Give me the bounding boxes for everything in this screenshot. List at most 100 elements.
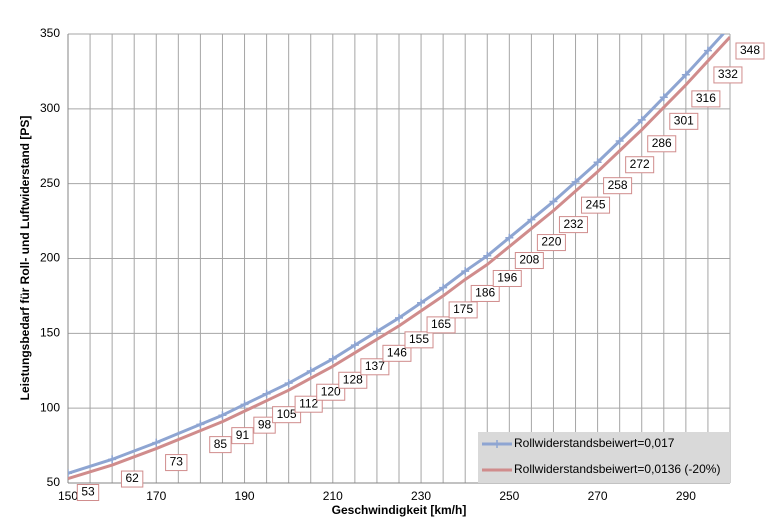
data-label-box	[338, 371, 368, 389]
x-tick-label: 150	[58, 489, 78, 503]
y-tick-label: 250	[40, 176, 60, 190]
data-label: 98	[253, 416, 276, 434]
data-label-box	[603, 177, 633, 195]
marker	[68, 469, 72, 478]
data-label-text: 73	[170, 455, 184, 469]
data-label-box	[426, 316, 456, 334]
data-label-text: 245	[586, 197, 606, 211]
data-label: 208	[514, 252, 544, 270]
data-label-box	[316, 383, 346, 401]
data-label-box	[76, 484, 100, 502]
data-label-box	[669, 112, 699, 130]
data-label-box	[558, 216, 588, 234]
data-label: 128	[338, 371, 368, 389]
data-label: 137	[360, 358, 390, 376]
x-tick-label: 170	[146, 489, 166, 503]
data-label-text: 85	[214, 437, 228, 451]
data-label: 301	[669, 112, 699, 130]
data-label: 316	[691, 90, 721, 108]
marker	[350, 341, 359, 350]
marker	[703, 46, 712, 55]
marker	[372, 327, 381, 336]
data-label-box	[448, 301, 478, 319]
y-tick-label: 150	[40, 326, 60, 340]
legend-label: Rollwiderstandsbeiwert=0,017	[514, 436, 675, 450]
y-tick-label: 350	[40, 26, 60, 40]
data-label-text: 91	[236, 428, 250, 442]
data-label-box	[382, 344, 412, 362]
data-label-text: 208	[519, 253, 539, 267]
marker	[505, 233, 514, 242]
data-label-text: 175	[453, 302, 473, 316]
data-label-text: 332	[718, 67, 738, 81]
data-label-text: 137	[365, 359, 385, 373]
data-label-text: 316	[696, 91, 716, 105]
data-label: 112	[294, 395, 323, 413]
data-label: 120	[316, 383, 346, 401]
x-tick-label: 250	[499, 489, 519, 503]
data-label-box	[294, 395, 323, 413]
marker	[571, 177, 580, 186]
x-tick-label: 230	[411, 489, 431, 503]
data-label: 73	[165, 454, 188, 472]
data-label-box	[691, 90, 721, 108]
marker	[152, 438, 161, 447]
marker	[395, 313, 403, 322]
marker	[527, 215, 536, 224]
data-label-text: 220	[541, 235, 561, 249]
data-label-box	[735, 42, 765, 60]
marker	[659, 93, 668, 102]
data-label: 146	[382, 344, 412, 362]
data-label: 85	[209, 436, 232, 454]
legend-box	[478, 432, 730, 483]
data-label: 245	[581, 196, 611, 214]
data-label-box	[120, 470, 144, 488]
data-label-text: 120	[321, 384, 341, 398]
data-label-box	[514, 252, 544, 270]
data-label: 105	[272, 406, 302, 424]
marker	[726, 22, 734, 30]
marker	[483, 251, 492, 260]
data-label-box	[713, 66, 743, 84]
data-label-box	[253, 416, 276, 434]
data-label-text: 186	[475, 286, 495, 300]
series-line	[68, 35, 730, 480]
data-label: 258	[603, 177, 633, 195]
marker	[108, 455, 117, 464]
data-label-box	[492, 269, 522, 287]
plot-area	[68, 22, 734, 480]
data-label: 272	[625, 156, 655, 174]
marker	[439, 283, 448, 292]
data-label-text: 272	[630, 157, 650, 171]
marker	[549, 197, 558, 206]
data-label: 62	[120, 470, 144, 488]
data-label-box	[647, 135, 677, 153]
data-labels: 5362738591981051121201281371461551651751…	[76, 42, 765, 502]
x-tick-label: 190	[235, 489, 255, 503]
legend-marker	[493, 440, 501, 448]
marker	[306, 367, 315, 376]
data-label-text: 301	[674, 114, 694, 128]
y-tick-label: 100	[40, 400, 60, 414]
data-label-text: 146	[387, 345, 407, 359]
data-label-box	[165, 454, 188, 472]
y-axis-title: Leistungsbedarf für Roll- und Luftwiders…	[18, 116, 32, 401]
data-label-text: 62	[125, 471, 139, 485]
data-label-text: 112	[299, 396, 318, 410]
marker	[328, 354, 337, 363]
data-label-text: 105	[277, 407, 297, 421]
data-label-text: 232	[563, 217, 583, 231]
data-label-box	[470, 284, 500, 302]
data-label-text: 196	[497, 271, 517, 285]
data-label: 186	[470, 284, 500, 302]
marker	[196, 420, 205, 429]
data-label-text: 53	[81, 485, 95, 499]
data-label: 175	[448, 301, 478, 319]
marker	[417, 298, 426, 307]
y-tick-label: 50	[47, 475, 61, 489]
data-label-box	[625, 156, 655, 174]
marker	[240, 400, 249, 409]
marker	[461, 267, 470, 276]
marker	[284, 379, 293, 388]
